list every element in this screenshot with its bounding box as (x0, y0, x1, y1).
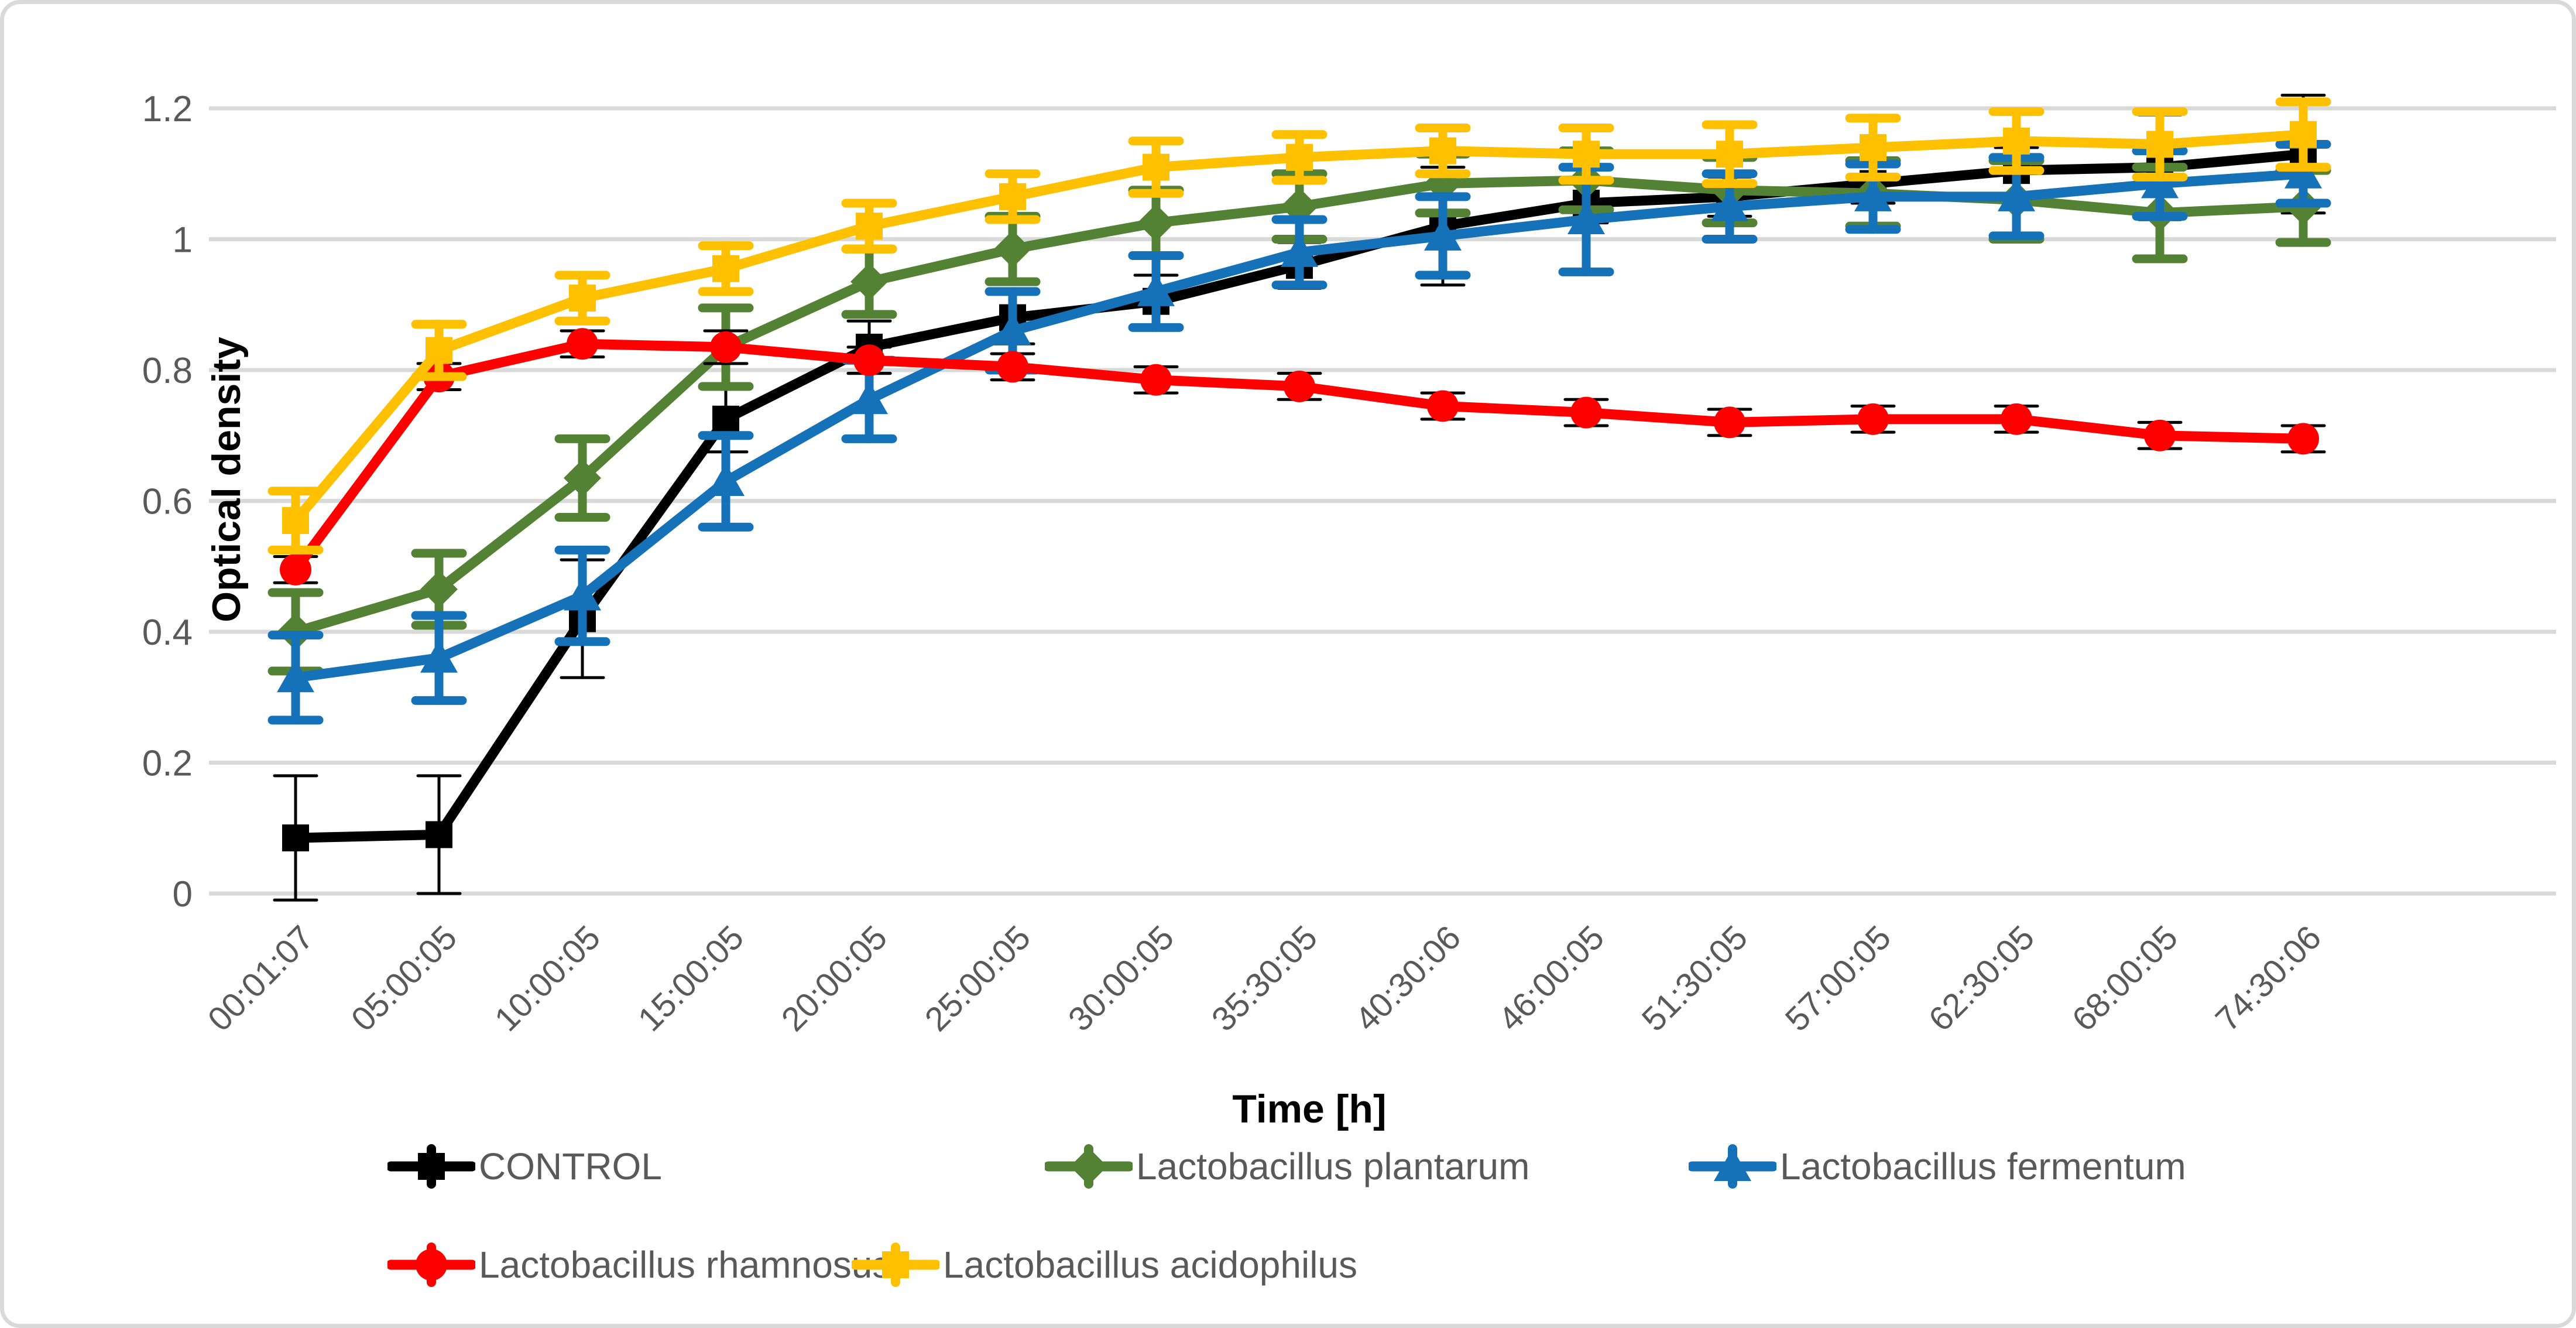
data-point-marker (2001, 403, 2032, 435)
legend-label: Lactobacillus acidophilus (943, 1244, 1357, 1286)
data-point-marker (2290, 121, 2317, 148)
y-tick-label: 0 (173, 874, 193, 915)
diamond-legend-marker-icon (1045, 1144, 1133, 1189)
data-point-marker (280, 553, 311, 586)
data-point-marker (567, 328, 598, 360)
x-tick-label: 40:30:06 (1348, 918, 1469, 1039)
legend-item-lactobacillus-fermentum[interactable]: Lactobacillus fermentum (1689, 1134, 2186, 1199)
data-point-marker (2003, 127, 2030, 155)
data-point-marker (1429, 137, 1456, 165)
legend-label: Lactobacillus fermentum (1780, 1145, 2186, 1187)
data-point-marker (1998, 178, 2035, 211)
data-point-marker (2141, 165, 2179, 198)
data-point-marker (277, 659, 314, 693)
data-point-marker (564, 459, 601, 497)
x-tick-label: 10:00:05 (488, 918, 608, 1039)
data-point-marker (1854, 178, 1892, 211)
y-tick-label: 0.2 (142, 744, 193, 784)
y-axis-title: Optical density (204, 337, 249, 622)
data-point-marker (1567, 201, 1605, 234)
y-axis-tick-labels: 0 0.2 0.4 0.6 0.8 1 1.2 (142, 89, 193, 915)
data-point-marker (1857, 403, 1889, 435)
data-point-marker (997, 351, 1028, 383)
x-tick-label: 68:00:05 (2065, 918, 2186, 1039)
triangle-legend-marker-icon (1689, 1144, 1776, 1189)
x-tick-label: 74:30:06 (2208, 918, 2329, 1039)
data-point-marker (1711, 188, 1748, 221)
plot-area: 0 0.2 0.4 0.6 0.8 1 1.2 00:01:07 05:00:05 10:00:0… (142, 89, 2556, 1039)
data-point-marker (856, 213, 883, 240)
x-tick-label: 46:00:05 (1491, 918, 1612, 1039)
legend-item-lactobacillus-acidophilus[interactable]: Lactobacillus acidophilus (852, 1233, 1357, 1297)
x-tick-label: 35:30:05 (1205, 918, 1325, 1039)
data-point-marker (1570, 396, 1602, 429)
data-point-marker (707, 463, 745, 496)
data-point-marker (282, 824, 309, 852)
data-point-marker (1714, 406, 1745, 439)
data-point-marker (2285, 155, 2322, 189)
data-point-marker (1424, 217, 1462, 251)
data-point-marker (999, 183, 1026, 210)
square-legend-marker-icon (852, 1243, 939, 1287)
x-tick-label: 05:00:05 (344, 918, 465, 1039)
x-tick-label: 20:00:05 (774, 918, 895, 1039)
legend-label: Lactobacillus plantarum (1136, 1145, 1530, 1187)
data-point-marker (1284, 370, 1315, 402)
data-point-marker (994, 312, 1031, 345)
square-legend-marker-icon (387, 1144, 475, 1189)
data-point-marker (710, 331, 742, 363)
x-axis-title: Time [h] (1232, 1087, 1387, 1131)
data-point-marker (1860, 134, 1886, 162)
data-point-marker (853, 344, 885, 377)
gridlines (209, 106, 2556, 896)
data-point-marker (712, 255, 739, 282)
data-point-marker (564, 577, 601, 611)
x-tick-label: 62:30:05 (1922, 918, 2042, 1039)
data-point-marker (420, 639, 458, 673)
series-lactobacillus-rhamnosus (273, 328, 2326, 586)
x-tick-label: 57:00:05 (1778, 918, 1899, 1039)
legend-item-lactobacillus-rhamnosus[interactable]: Lactobacillus rhamnosus (387, 1233, 891, 1297)
data-point-marker (1137, 273, 1175, 306)
y-tick-label: 0.6 (142, 482, 193, 522)
x-tick-label: 30:00:05 (1061, 918, 1182, 1039)
data-point-marker (994, 230, 1031, 268)
data-point-marker (2144, 419, 2176, 451)
legend-item-control[interactable]: CONTROL (387, 1134, 662, 1199)
data-point-marker (282, 507, 309, 535)
data-point-marker (850, 381, 888, 415)
data-point-marker (850, 263, 888, 301)
y-tick-label: 0.8 (142, 351, 193, 391)
data-point-marker (712, 405, 739, 433)
x-tick-label: 15:00:05 (631, 918, 752, 1039)
data-point-marker (1286, 143, 1313, 171)
y-tick-label: 0.4 (142, 612, 193, 653)
data-point-marker (2287, 423, 2319, 455)
legend-label: Lactobacillus rhamnosus (479, 1244, 891, 1286)
data-point-marker (1573, 141, 1600, 168)
x-tick-label: 25:00:05 (918, 918, 1038, 1039)
data-point-marker (1716, 141, 1743, 168)
legend-item-lactobacillus-plantarum[interactable]: Lactobacillus plantarum (1045, 1134, 1529, 1199)
x-axis-tick-labels: 00:01:07 05:00:05 10:00:05 15:00:05 20:00:05… (201, 918, 2329, 1039)
data-point-marker (1427, 390, 1459, 422)
data-point-marker (1143, 153, 1169, 181)
circle-legend-marker-icon (387, 1243, 475, 1287)
data-point-marker (420, 570, 458, 608)
data-point-marker (569, 285, 596, 312)
legend-label: CONTROL (479, 1145, 662, 1187)
y-tick-label: 1.2 (142, 89, 193, 129)
x-tick-label: 51:30:05 (1635, 918, 1755, 1039)
x-tick-label: 00:01:07 (201, 918, 321, 1039)
data-point-marker (1140, 364, 1172, 396)
data-point-marker (1137, 204, 1175, 242)
data-point-marker (1281, 234, 1318, 267)
data-point-marker (2146, 131, 2173, 158)
series-lactobacillus-acidophilus (267, 97, 2331, 555)
y-tick-label: 1 (173, 220, 193, 261)
data-point-marker (426, 337, 452, 364)
data-point-marker (426, 821, 452, 848)
